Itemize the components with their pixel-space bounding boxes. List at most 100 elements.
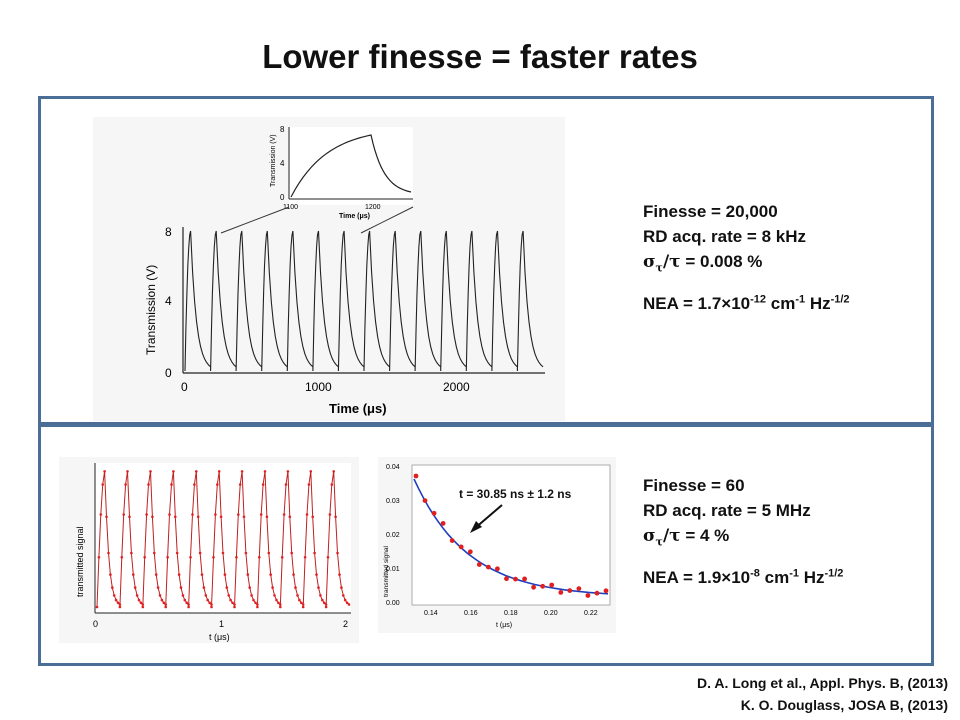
signal-point bbox=[103, 470, 106, 473]
signal-point bbox=[238, 483, 242, 486]
main-ytick: 4 bbox=[165, 294, 172, 308]
inset-ylabel: Transmission (V) bbox=[270, 134, 277, 187]
signal-point bbox=[252, 598, 255, 602]
signal-point bbox=[345, 601, 349, 605]
signal-point bbox=[99, 513, 103, 516]
nea-value: NEA = 1.7×10-12 cm-1 Hz-1/2 bbox=[643, 293, 850, 313]
signal-point bbox=[153, 551, 156, 555]
signal-point bbox=[261, 483, 265, 486]
main-plot: 8 4 0 0 1000 2000 Time (μs) Transmission… bbox=[144, 225, 545, 416]
inset-ytick: 0 bbox=[280, 193, 285, 202]
signal-point bbox=[235, 556, 238, 559]
main-ytick: 0 bbox=[165, 366, 172, 380]
signal-point bbox=[313, 551, 316, 555]
signal-point bbox=[193, 483, 196, 486]
fit-data-point bbox=[458, 544, 464, 550]
signal-point bbox=[200, 573, 204, 576]
signal-point bbox=[273, 594, 276, 597]
signal-point bbox=[248, 586, 251, 589]
signal-point bbox=[208, 601, 211, 605]
signal-point bbox=[284, 483, 288, 486]
bottom-left-figure: 0 1 2 t (μs) transmitted signal bbox=[59, 457, 359, 643]
main-xtick: 1000 bbox=[305, 380, 332, 394]
signal-point bbox=[319, 594, 322, 597]
signal-point bbox=[267, 551, 271, 555]
inset-xlabel: Time (μs) bbox=[339, 213, 370, 220]
bl-xtick: 1 bbox=[219, 619, 224, 629]
fit-data-point bbox=[440, 521, 446, 526]
fit-data-point bbox=[576, 586, 582, 591]
fit-data-point bbox=[422, 498, 428, 503]
main-xlabel: Time (μs) bbox=[329, 401, 387, 416]
signal-point bbox=[317, 586, 320, 589]
fit-data-point bbox=[486, 564, 491, 570]
main-ytick: 8 bbox=[165, 225, 172, 239]
signal-point bbox=[101, 483, 104, 486]
fit-data-point bbox=[413, 473, 419, 479]
signal-point bbox=[196, 515, 200, 519]
signal-point bbox=[95, 605, 99, 609]
bottom-panel: 0 1 2 t (μs) transmitted signal 0.04 0.0… bbox=[38, 424, 934, 666]
signal-point bbox=[114, 598, 118, 602]
finesse-value: Finesse = 60 bbox=[643, 476, 745, 495]
signal-point bbox=[233, 605, 236, 609]
fit-data-point bbox=[549, 582, 555, 588]
signal-point bbox=[244, 551, 248, 555]
precision: στ/τ = 4 % bbox=[643, 526, 730, 549]
signal-point bbox=[286, 470, 290, 473]
br-ytick: 0.02 bbox=[386, 532, 400, 539]
references: D. A. Long et al., Appl. Phys. B, (2013)… bbox=[697, 672, 948, 716]
signal-point bbox=[242, 515, 246, 519]
signal-point bbox=[198, 551, 202, 555]
signal-point bbox=[97, 556, 101, 559]
signal-point bbox=[277, 601, 280, 605]
signal-point bbox=[187, 605, 190, 609]
signal-point bbox=[162, 601, 166, 605]
arrow-head-icon bbox=[470, 521, 482, 533]
signal-point bbox=[322, 601, 326, 605]
top-panel: 8 4 0 1100 1200 Time (μs) Transmission (… bbox=[38, 96, 934, 425]
signal-point bbox=[139, 601, 143, 605]
signal-point bbox=[288, 515, 292, 519]
signal-point bbox=[263, 470, 267, 473]
signal-point bbox=[256, 605, 259, 609]
br-ytick: 0.00 bbox=[386, 600, 400, 607]
signal-point bbox=[301, 603, 305, 606]
signal-point bbox=[324, 605, 328, 609]
bl-xlabel: t (μs) bbox=[209, 632, 230, 642]
signal-point bbox=[280, 556, 284, 559]
signal-point bbox=[265, 515, 269, 519]
signal-point bbox=[217, 470, 221, 473]
br-xtick: 0.14 bbox=[424, 610, 438, 617]
signal-point bbox=[111, 586, 114, 589]
signal-point bbox=[300, 601, 303, 605]
fit-data-point bbox=[585, 593, 591, 598]
zoom-line bbox=[220, 206, 290, 234]
signal-point bbox=[332, 470, 336, 473]
signal-point bbox=[202, 586, 206, 589]
signal-point bbox=[290, 551, 293, 555]
signal-point bbox=[105, 515, 108, 519]
signal-point bbox=[135, 594, 139, 597]
signal-point bbox=[151, 515, 154, 519]
signal-point bbox=[185, 601, 188, 605]
signal-point bbox=[177, 573, 181, 576]
signal-point bbox=[156, 586, 160, 589]
fit-data-point bbox=[594, 590, 600, 596]
bl-ylabel: transmitted signal bbox=[75, 526, 85, 597]
signal-point bbox=[296, 594, 299, 597]
main-xtick: 2000 bbox=[443, 380, 470, 394]
signal-point bbox=[118, 603, 122, 606]
inset-xtick: 1200 bbox=[365, 204, 381, 211]
signal-point bbox=[112, 594, 116, 597]
signal-point bbox=[158, 594, 162, 597]
signal-point bbox=[120, 556, 124, 559]
precision: στ/τ = 0.008 % bbox=[643, 252, 763, 275]
reference-1: D. A. Long et al., Appl. Phys. B, (2013) bbox=[696, 675, 948, 691]
signal-point bbox=[175, 551, 179, 555]
signal-point bbox=[124, 483, 127, 486]
signal-point bbox=[279, 605, 282, 609]
signal-point bbox=[118, 605, 122, 609]
acq-rate: RD acq. rate = 8 kHz bbox=[643, 227, 806, 246]
signal-point bbox=[303, 556, 307, 559]
